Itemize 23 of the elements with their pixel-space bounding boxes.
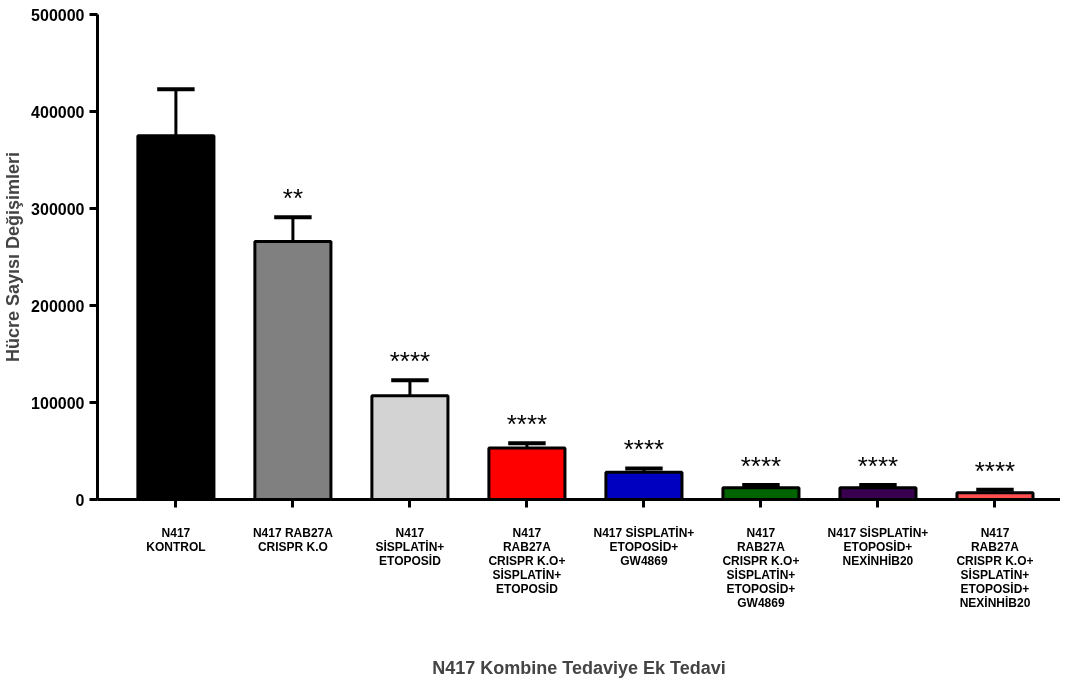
y-tick-label: 0: [75, 491, 85, 509]
x-tick-label: N417 RAB27A CRISPR K.O: [252, 525, 334, 554]
x-tick-label: N417 SİSPLATİN+ ETOPOSİD+ GW4869: [593, 524, 695, 568]
y-tick-label: 200000: [31, 297, 85, 315]
y-axis-title: Hücre Sayısı Değişimleri: [3, 151, 24, 363]
annotation: **: [282, 183, 304, 214]
annotation: ****: [389, 346, 431, 377]
x-tick-label: N417 KONTROL: [146, 525, 206, 554]
x-tick-label: N417 RAB27A CRISPR K.O+ SİSPLATİN+ ETOPOSİD: [488, 525, 566, 596]
x-tick-label: N417 RAB27A CRISPR K.O+ SİSPLATİN+ ETOPOSİD+ GW4869: [722, 525, 800, 610]
x-axis-title: N417 Kombine Tedaviye Ek Tedavi: [432, 657, 726, 678]
y-tick-label: 400000: [31, 103, 85, 121]
annotation: ****: [506, 409, 548, 440]
x-tick-label: N417 SİSPLATİN+ ETOPOSİD: [375, 525, 445, 568]
y-tick-label: 100000: [31, 394, 85, 412]
annotation: ****: [857, 450, 899, 481]
annotation: ****: [623, 434, 665, 465]
x-tick-label: N417 SİSPLATİN+ ETOPOSİD+ NEXİNHİB20: [827, 524, 929, 568]
y-tick-label: 300000: [31, 200, 85, 218]
annotation: ****: [740, 450, 782, 481]
y-tick-label: 500000: [31, 6, 85, 24]
annotation: ****: [974, 455, 1016, 486]
x-tick-label: N417 RAB27A CRISPR K.O+ SİSPLATİN+ ETOPOSİD+ NEXİNHİB20: [956, 525, 1034, 610]
